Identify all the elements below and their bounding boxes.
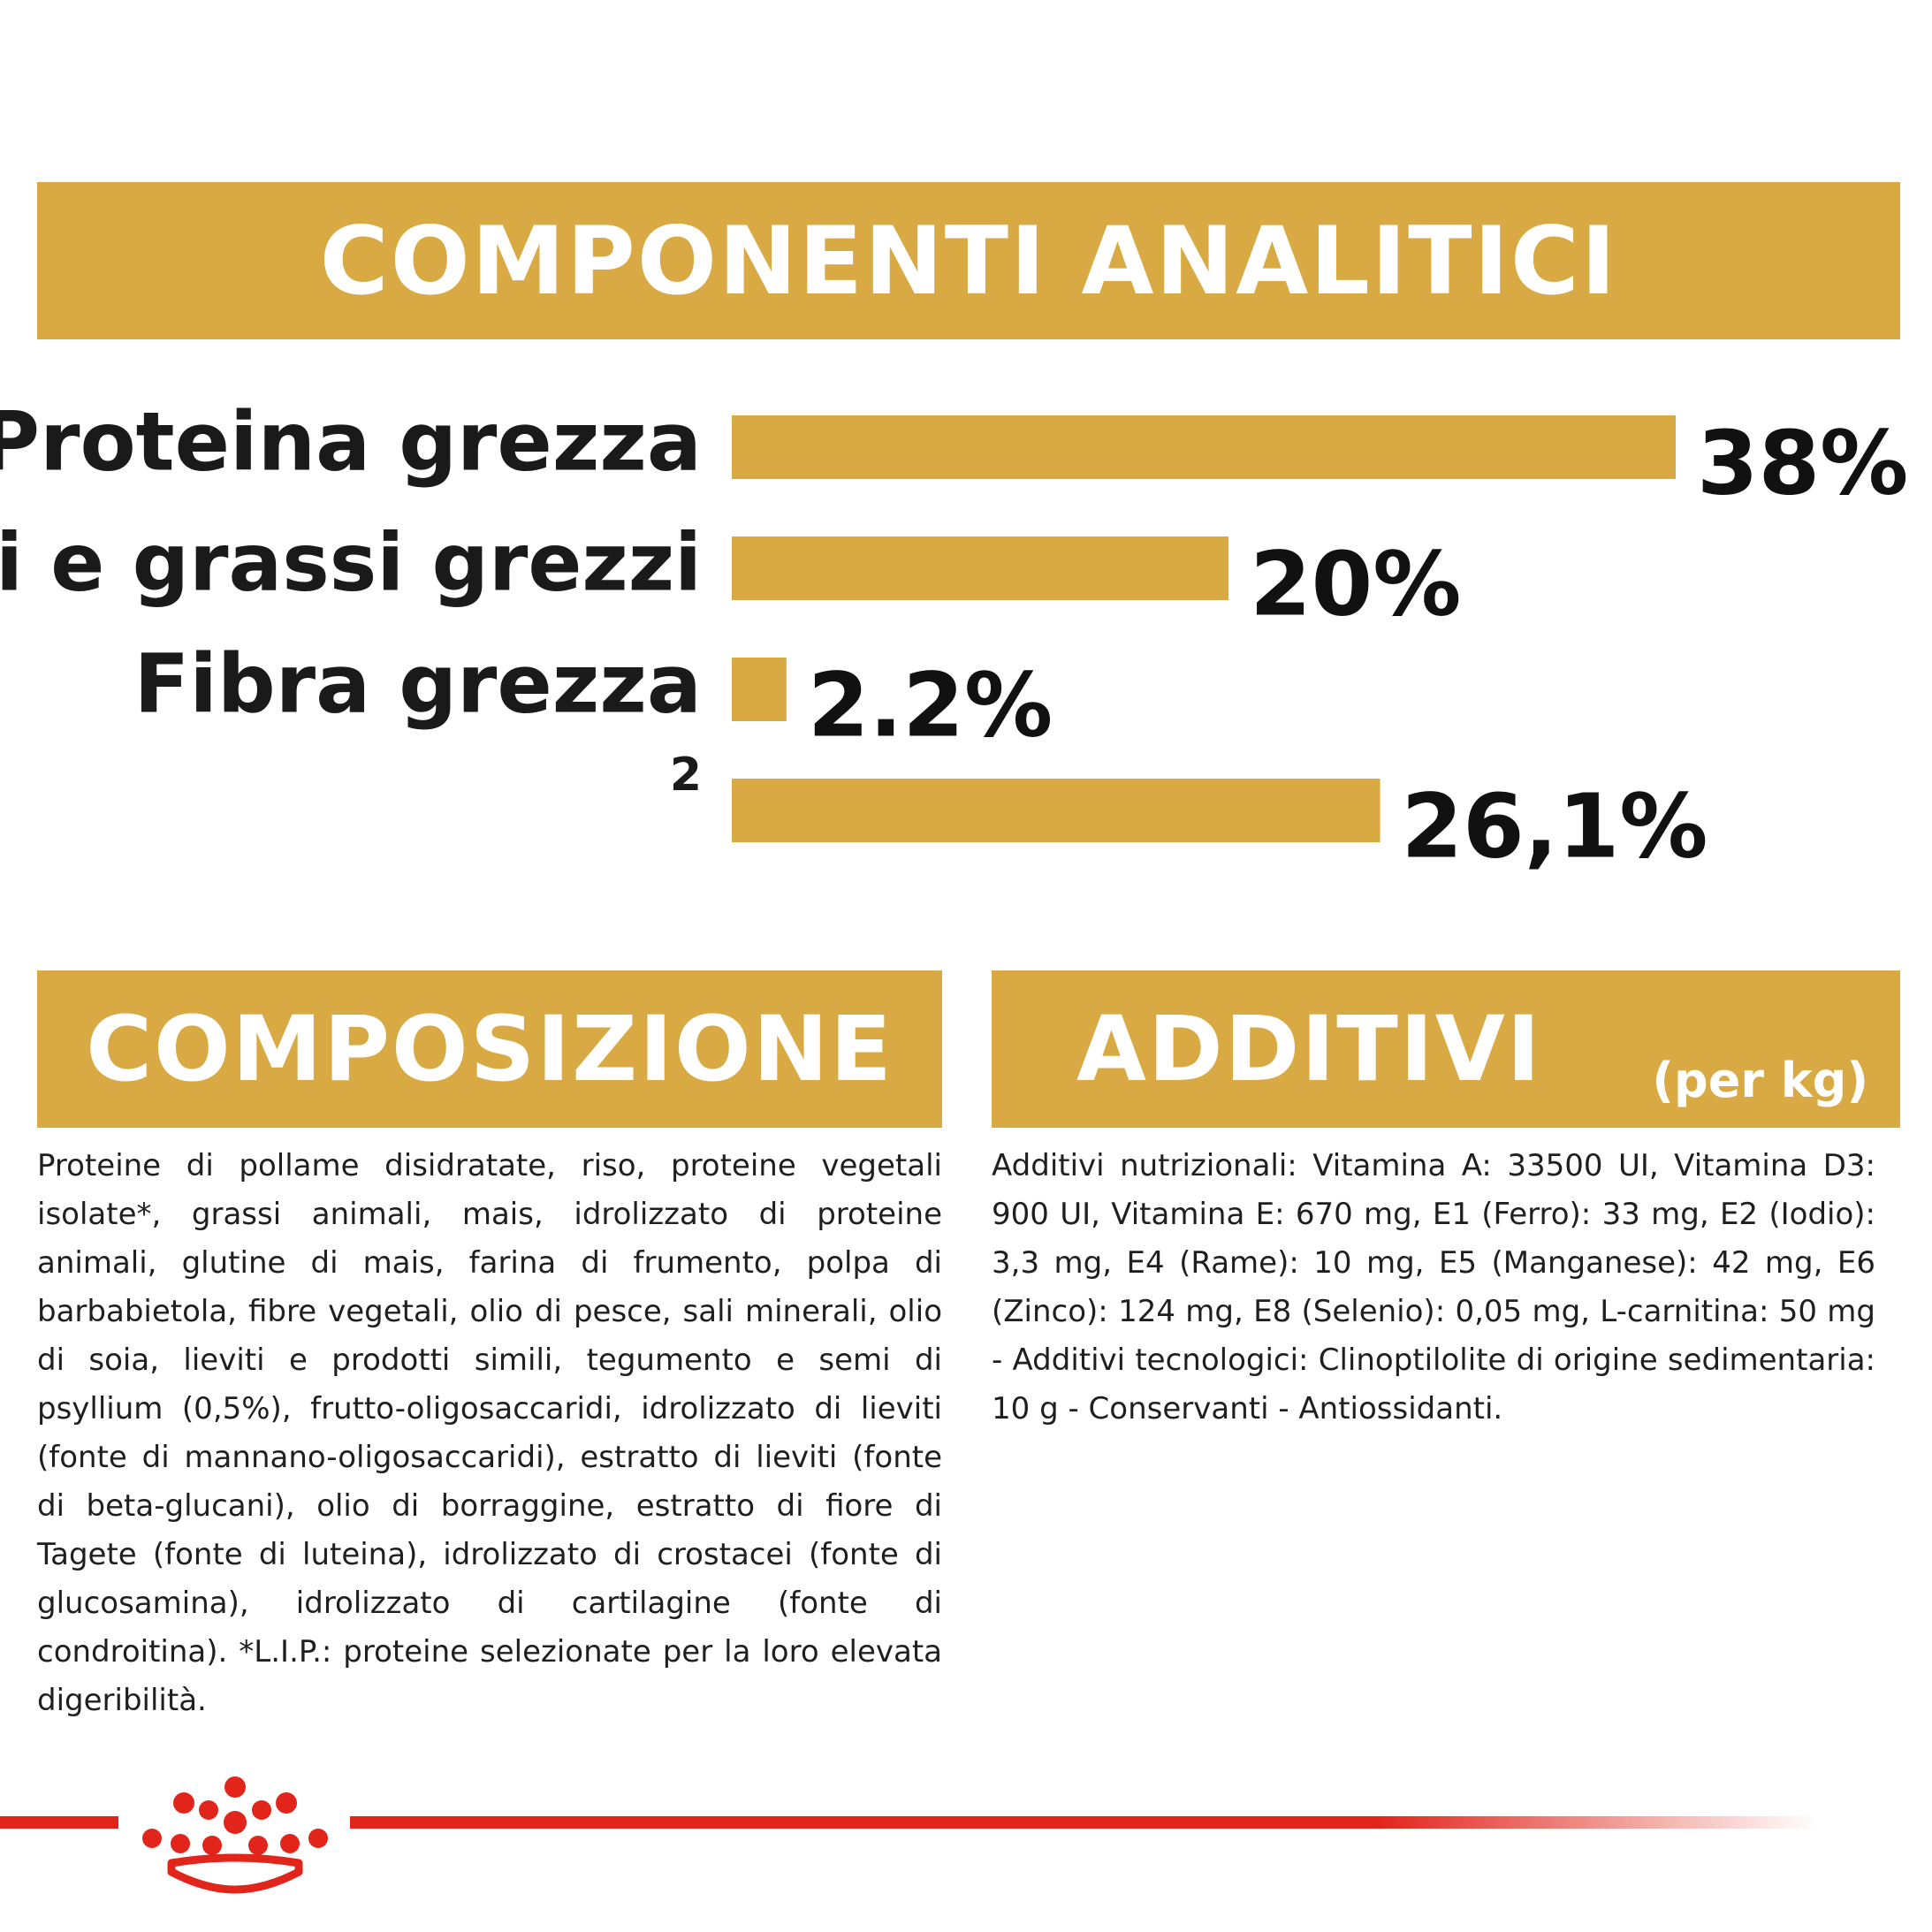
category-label-3: 2 (670, 749, 702, 802)
additives-unit: (per kg) (1652, 1053, 1868, 1108)
bar-1 (732, 536, 1229, 600)
value-label-3: 26,1% (1402, 775, 1708, 879)
composition-title: COMPOSIZIONE (86, 996, 894, 1102)
analytic-bar-chart: Proteina grezza 38% Oli e grassi grezzi 20%… (0, 395, 1908, 879)
analytic-components-title: COMPONENTI ANALITICI (319, 206, 1618, 316)
value-label-2: 2.2% (808, 654, 1053, 757)
bar-0 (732, 415, 1676, 479)
crown-icon (142, 1776, 328, 1894)
bar-3 (732, 779, 1381, 842)
additives-text: Additivi nutrizionali: Vitamina A: 33500… (992, 1148, 1875, 1426)
analytic-components-banner: COMPONENTI ANALITICI (37, 182, 1900, 339)
value-label-0: 38% (1697, 412, 1908, 515)
composition-banner: COMPOSIZIONE (37, 970, 942, 1128)
bar-2 (732, 658, 787, 721)
brand-line-left (0, 1816, 118, 1829)
category-label-1: Oli e grassi grezzi (0, 517, 702, 610)
composition-text: Proteine di pollame disidratate, riso, p… (37, 1148, 942, 1718)
additives-title: ADDITIVI (1076, 996, 1542, 1102)
category-label-0: Proteina grezza (0, 395, 702, 490)
additives-banner: ADDITIVI (per kg) (992, 970, 1900, 1128)
value-label-1: 20% (1250, 533, 1461, 636)
brand-line-right (350, 1816, 1817, 1829)
category-label-2: Fibra grezza (133, 637, 702, 732)
